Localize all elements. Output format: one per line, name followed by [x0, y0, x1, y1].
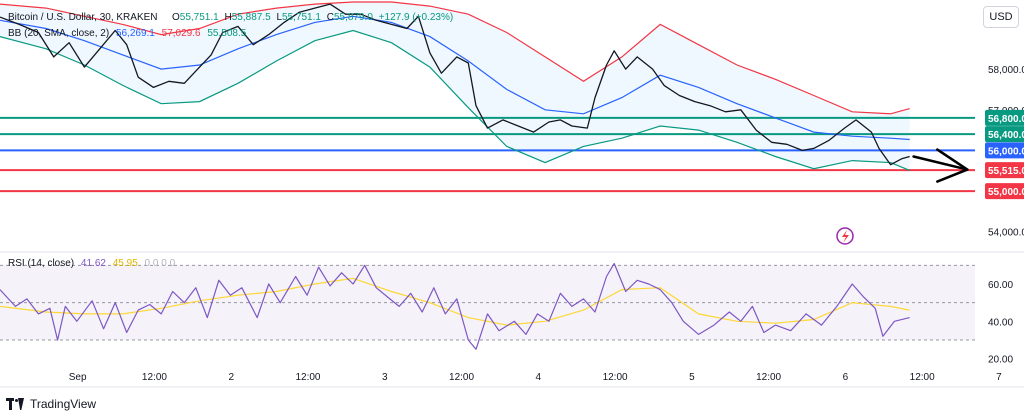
price-series	[0, 3, 910, 166]
rsi-extra-values: 0 0 0 0	[145, 258, 176, 269]
bb-upper-line	[0, 1, 910, 115]
time-tick-label: 12:00	[295, 372, 320, 383]
rsi-tick-label: 60.00	[988, 280, 1013, 291]
rsi-series	[0, 262, 910, 350]
price-tick-label: 58,000.0	[988, 65, 1024, 76]
bollinger-bands	[0, 1, 910, 171]
ohlc-open-value: 55,751.1	[180, 12, 219, 23]
level-label-bg	[985, 162, 1024, 179]
legend: Bitcoin / U.S. Dollar, 30, KRAKEN O55,75…	[8, 12, 453, 269]
ohlc-high-key: H	[225, 12, 232, 23]
ohlc-close-key: C	[327, 12, 334, 23]
legend-rsi: RSI (14, close) 41.62 45.95 0 0 0 0	[8, 258, 176, 269]
ohlc-low-key: L	[276, 12, 282, 23]
legend-bb: BB (20, SMA, close, 2) 56,269.1 57,029.6…	[8, 28, 247, 39]
currency-button[interactable]: USD	[983, 6, 1019, 28]
time-tick-label: 12:00	[142, 372, 167, 383]
time-tick-label: 5	[689, 372, 695, 383]
arrow-shaft-0	[912, 155, 969, 171]
brand-name: TradingView	[30, 397, 97, 411]
time-tick-label: 12:00	[756, 372, 781, 383]
rsi-axis: 20.00 40.00 60.00	[988, 280, 1013, 366]
level-label-bg	[985, 109, 1024, 126]
lightning-icon-bolt	[842, 230, 849, 243]
lightning-icon-ring	[836, 227, 854, 245]
ohlc-low-value: 55,751.1	[282, 12, 321, 23]
arrow-annotation	[912, 148, 969, 183]
ohlc-close-value: 55,879.0	[334, 12, 373, 23]
arrow-head-0	[936, 148, 969, 183]
lightning-icon[interactable]	[836, 227, 854, 245]
level-label: 56,000.0	[988, 146, 1024, 157]
rsi-line	[0, 262, 910, 350]
rsi-value: 41.62	[81, 258, 106, 269]
legend-ohlc: O55,751.1 H55,887.5 L55,751.1 C55,879.0 …	[172, 12, 453, 23]
bb-basis-value: 56,269.1	[116, 28, 155, 39]
ohlc-open-key: O	[172, 12, 180, 23]
tradingview-logo-icon	[6, 398, 26, 410]
level-price-labels: 56,800.0 56,400.0 56,000.0 55,515.0 55,000.0	[985, 109, 1024, 200]
rsi-ma-value: 45.95	[113, 258, 138, 269]
time-tick-label: 12:00	[603, 372, 628, 383]
time-tick-label: 3	[382, 372, 388, 383]
bb-label: BB (20, SMA, close, 2)	[8, 28, 109, 39]
time-tick-label: 12:00	[910, 372, 935, 383]
rsi-tick-label: 20.00	[988, 355, 1013, 366]
level-label: 56,400.0	[988, 130, 1024, 141]
rsi-label: RSI (14, close)	[8, 258, 74, 269]
legend-title: Bitcoin / U.S. Dollar, 30, KRAKEN	[8, 12, 158, 23]
bb-lower-value: 55,508.5	[207, 28, 246, 39]
ohlc-high-value: 55,887.5	[232, 12, 271, 23]
bb-upper-value: 57,029.6	[162, 28, 201, 39]
time-tick-label: 12:00	[449, 372, 474, 383]
bb-basis-line	[0, 15, 910, 141]
level-label: 56,800.0	[988, 114, 1024, 125]
level-label-bg	[985, 183, 1024, 200]
rsi-tick-label: 40.00	[988, 317, 1013, 328]
level-label-bg	[985, 142, 1024, 159]
horizontal-levels	[0, 116, 975, 193]
time-tick-label: 4	[536, 372, 542, 383]
rsi-band	[0, 264, 975, 341]
price-tick-label: 54,000.0	[988, 228, 1024, 239]
time-tick-label: 2	[228, 372, 234, 383]
ohlc-change: +127.9 (+0.23%)	[379, 12, 454, 23]
price-line	[0, 3, 910, 166]
time-axis: Sep 12:00 2 12:00 3 12:00 4 12:00 5 12:00 6 12:00 7	[69, 372, 1002, 383]
bb-lower-line	[0, 29, 910, 171]
pane-separator	[0, 251, 1024, 388]
brand-logo: TradingView	[6, 397, 96, 411]
time-tick-label: Sep	[69, 372, 87, 383]
time-tick-label: 6	[843, 372, 849, 383]
time-tick-label: 7	[996, 372, 1002, 383]
level-label: 55,000.0	[988, 187, 1024, 198]
level-label-bg	[985, 126, 1024, 143]
level-label: 55,515.0	[988, 166, 1024, 177]
rsi-ma-line	[0, 277, 910, 326]
